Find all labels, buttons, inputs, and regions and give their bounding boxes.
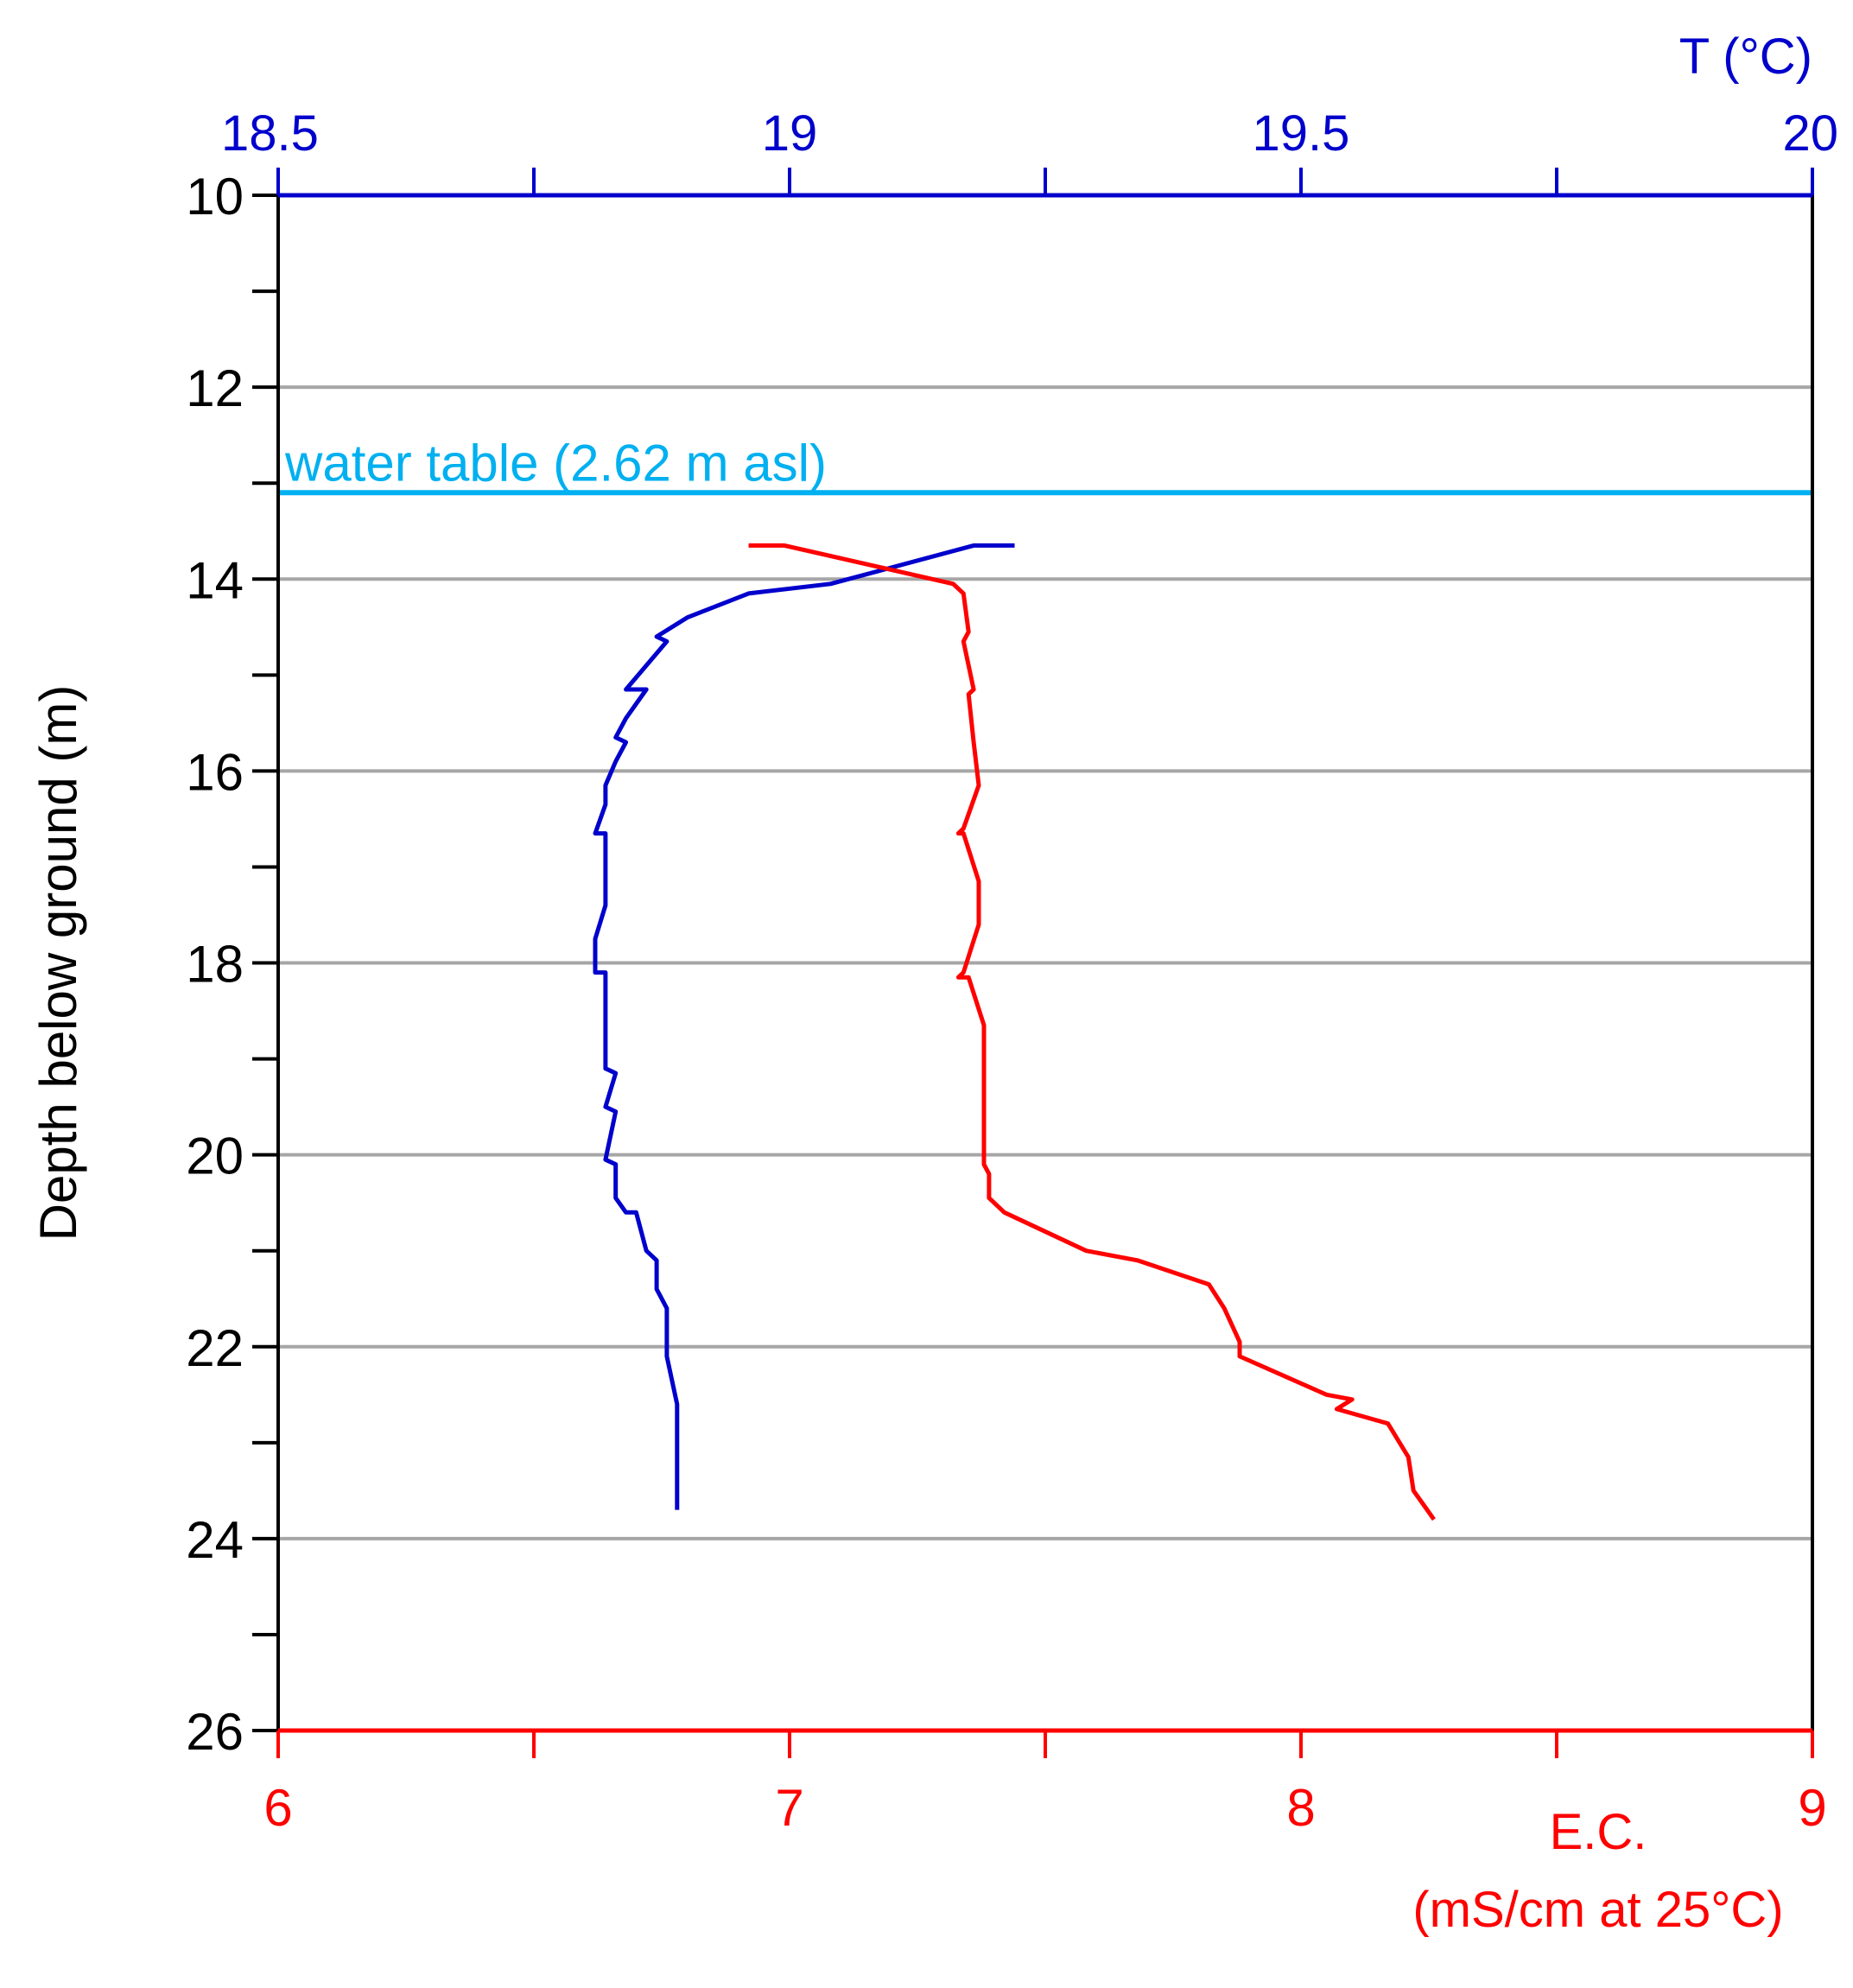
top-tick-label: 20 bbox=[1782, 105, 1838, 162]
tick-labels: 10 12 14 16 18 20 22 24 26 18.5 19 19.5 20 6 7 8 9 bbox=[186, 105, 1838, 1837]
top-tick-label: 19 bbox=[762, 105, 818, 162]
y-tick-label: 16 bbox=[186, 743, 244, 801]
top-tick-label: 18.5 bbox=[221, 105, 319, 162]
ec-line bbox=[748, 543, 1436, 1521]
y-tick-label: 20 bbox=[186, 1127, 244, 1185]
bottom-tick-label: 9 bbox=[1798, 1779, 1826, 1837]
bottom-axis-label-line1: E.C. bbox=[1550, 1804, 1647, 1860]
y-tick-label: 12 bbox=[186, 359, 244, 417]
bottom-tick-label: 6 bbox=[263, 1779, 292, 1837]
bottom-axis-label-line2: (mS/cm at 25°C) bbox=[1412, 1882, 1783, 1938]
data-series bbox=[593, 543, 1436, 1521]
water-table-annotation: water table (2.62 m asl) bbox=[278, 434, 1812, 496]
y-axis-label: Depth below ground (m) bbox=[29, 685, 87, 1242]
y-tick-label: 26 bbox=[186, 1703, 244, 1761]
bottom-tick-label: 7 bbox=[775, 1779, 803, 1837]
y-tick-label: 14 bbox=[186, 551, 244, 609]
top-tick-label: 19.5 bbox=[1253, 105, 1350, 162]
temperature-line bbox=[593, 543, 1015, 1510]
y-tick-label: 22 bbox=[186, 1319, 244, 1377]
y-tick-label: 18 bbox=[186, 936, 244, 994]
top-axis-label: T (°C) bbox=[1679, 29, 1812, 85]
y-tick-label: 10 bbox=[186, 168, 244, 225]
bottom-tick-label: 8 bbox=[1286, 1779, 1315, 1837]
axis-ticks bbox=[252, 168, 1814, 1758]
y-tick-label: 24 bbox=[186, 1511, 244, 1569]
water-table-label: water table (2.62 m asl) bbox=[284, 434, 827, 492]
grid-lines bbox=[278, 385, 1812, 1540]
